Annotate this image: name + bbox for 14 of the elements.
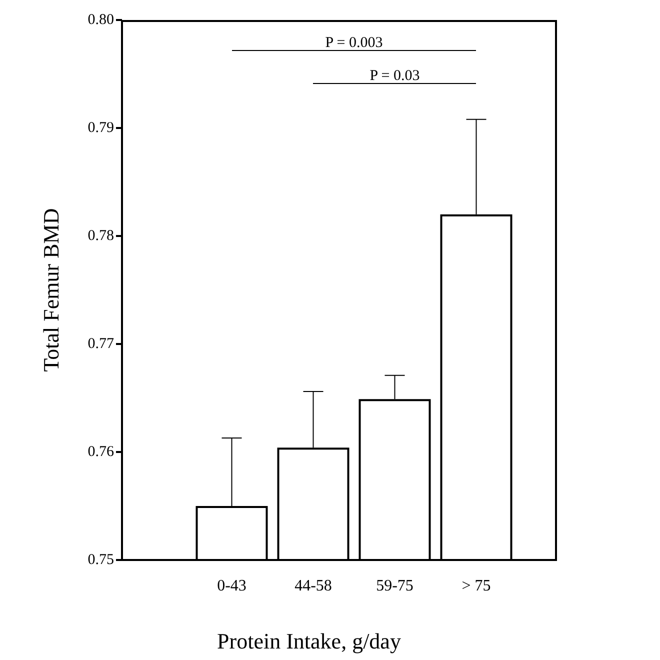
y-tick-label: 0.77 [88,336,114,352]
x-axis-title: Protein Intake, g/day [217,628,401,654]
y-tick-label: 0.80 [88,12,114,28]
y-tick-label: 0.76 [88,444,114,460]
y-tick-label: 0.75 [88,552,114,568]
annotation: P = 0.003 [325,35,383,52]
annotation: P = 0.03 [370,68,420,85]
y-tick-label: 0.78 [88,228,114,244]
x-tick-label: 0-43 [217,578,246,594]
x-tick-label: 59-75 [376,578,414,594]
y-tick-label: 0.79 [88,120,114,136]
x-tick-label: > 75 [462,578,491,594]
x-tick-label: 44-58 [294,578,332,594]
y-axis-title: Total Femur BMD [38,208,64,372]
